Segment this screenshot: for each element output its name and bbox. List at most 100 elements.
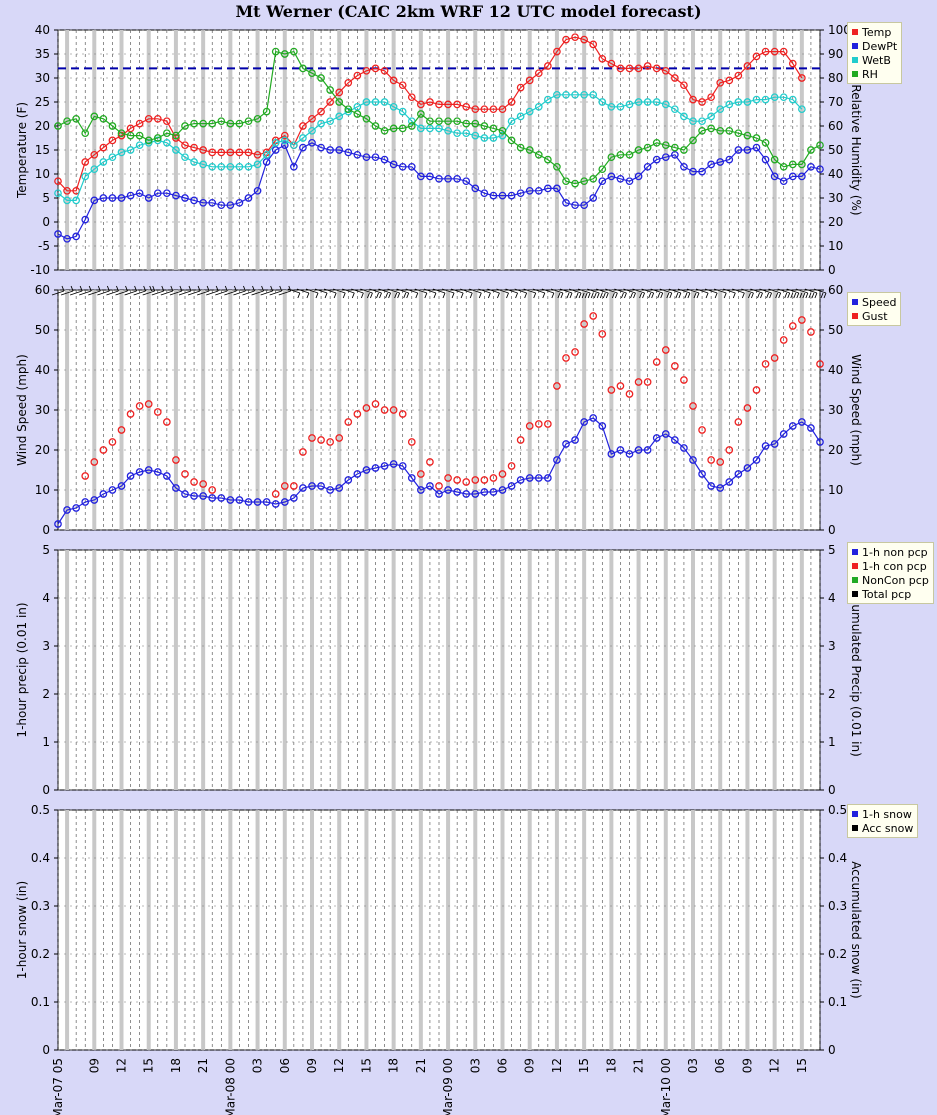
point-wetb	[199, 160, 207, 169]
point-temp	[54, 177, 62, 186]
point-dewpt	[734, 146, 743, 154]
point-speed	[335, 484, 344, 492]
point-dewpt	[598, 177, 607, 186]
wind-barb	[378, 288, 391, 299]
legend-swatch	[852, 299, 858, 305]
point-gust	[181, 470, 189, 478]
point-gust	[208, 486, 217, 494]
y2-tick-label: 4	[828, 591, 836, 605]
point-speed	[271, 500, 280, 508]
wind-barb	[70, 285, 83, 296]
point-speed	[426, 482, 434, 490]
point-wetb	[271, 138, 280, 147]
point-dewpt	[253, 186, 262, 195]
point-temp	[553, 47, 561, 56]
point-temp	[90, 150, 99, 159]
point-temp	[181, 141, 189, 150]
wind-barb	[550, 288, 564, 299]
legend-label: WetB	[862, 53, 891, 67]
point-temp	[725, 76, 734, 85]
point-dewpt	[72, 232, 80, 241]
wind-barb	[206, 285, 219, 296]
point-gust	[616, 382, 625, 390]
major-gridband	[337, 810, 342, 1050]
wind-barb	[559, 288, 573, 299]
major-gridband	[146, 550, 151, 790]
major-gridband	[173, 810, 178, 1050]
major-gridband	[691, 30, 695, 270]
point-wetb	[308, 126, 316, 135]
point-rh	[752, 134, 761, 142]
major-gridband	[554, 810, 559, 1050]
major-gridband	[92, 810, 97, 1050]
point-rh	[480, 122, 489, 130]
legend-swatch	[852, 71, 858, 77]
wind-barb	[305, 288, 319, 299]
wind-barb	[623, 288, 636, 299]
major-gridband	[65, 30, 70, 270]
point-rh	[616, 150, 625, 159]
point-rh	[761, 138, 770, 147]
wind-barb	[342, 288, 355, 299]
point-rh	[217, 117, 226, 126]
point-speed	[634, 446, 643, 454]
point-gust	[525, 422, 534, 430]
point-rh	[380, 126, 389, 135]
y2-tick-label: 60	[828, 119, 843, 133]
legend-panel-3: 1-h non pcp 1-h con pcp NonCon pcp Total pc…	[847, 542, 934, 604]
point-wetb	[716, 105, 725, 114]
wind-barb	[360, 288, 373, 299]
point-rh	[226, 119, 235, 128]
point-rh	[308, 69, 316, 78]
legend-item: Temp	[852, 25, 897, 39]
major-gridband	[473, 550, 478, 790]
y-tick-label: 0.1	[31, 995, 50, 1009]
point-gust	[643, 378, 652, 386]
point-wetb	[616, 102, 625, 111]
wind-barb	[124, 285, 137, 296]
y-axis-label: Temperature (F)	[15, 102, 29, 199]
point-temp	[126, 124, 135, 133]
wind-barb	[314, 288, 328, 299]
series-line-rh	[57, 50, 821, 185]
x-tick-label: 18	[604, 1058, 618, 1073]
point-temp	[63, 186, 71, 195]
point-speed	[671, 436, 679, 444]
point-gust	[779, 336, 788, 344]
wind-barb	[287, 288, 301, 299]
point-rh	[371, 122, 380, 130]
wind-barb	[469, 288, 482, 299]
point-dewpt	[117, 194, 126, 202]
point-gust	[498, 470, 507, 478]
wind-barb	[233, 285, 246, 296]
point-temp	[362, 66, 371, 75]
point-wetb	[280, 136, 289, 145]
y2-tick-label: 20	[828, 215, 843, 229]
point-dewpt	[652, 155, 661, 164]
point-speed	[607, 450, 616, 458]
point-dewpt	[181, 194, 189, 202]
point-gust	[126, 410, 135, 418]
point-wetb	[72, 196, 80, 205]
point-rh	[244, 117, 253, 126]
legend-item: Gust	[852, 309, 896, 323]
point-speed	[190, 492, 198, 500]
y2-tick-label: 3	[828, 639, 836, 653]
point-speed	[779, 430, 788, 438]
major-gridband	[527, 810, 532, 1050]
point-rh	[680, 146, 688, 154]
point-wetb	[761, 95, 770, 104]
point-speed	[226, 496, 235, 504]
point-wetb	[525, 107, 534, 116]
point-gust	[752, 386, 761, 394]
wind-barb	[596, 288, 609, 299]
point-wetb	[770, 93, 779, 102]
point-rh	[716, 126, 725, 135]
point-gust	[770, 354, 779, 362]
y2-axis-label: Wind Speed (mph)	[849, 354, 863, 466]
point-temp	[235, 148, 244, 157]
point-wetb	[553, 90, 561, 99]
wind-barb	[532, 288, 546, 299]
point-temp	[788, 59, 797, 68]
legend-label: Speed	[862, 295, 897, 309]
